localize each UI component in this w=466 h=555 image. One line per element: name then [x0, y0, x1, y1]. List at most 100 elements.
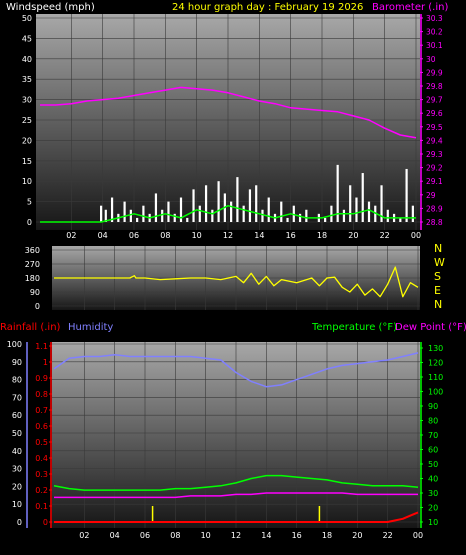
- barometer-axis-label: Barometer (.in): [372, 2, 448, 13]
- barometer-tick-label: 28.8: [426, 218, 443, 227]
- time-tick-label: 14: [261, 531, 271, 540]
- time-tick-label: 00: [411, 231, 421, 240]
- humidity-tick-label: 100: [7, 340, 22, 349]
- humidity-tick-label: 40: [12, 447, 22, 456]
- wind-barometer-panel: 0 5 10 15 20 25 30 35 40 45 50 02 04 06 08 10 12 14 16 18 20…: [6, 2, 448, 240]
- humidity-tick-label: 60: [12, 411, 22, 420]
- temperature-axis-label: Temperature (°F): [311, 322, 397, 333]
- direction-tick-label: 0: [35, 302, 40, 311]
- time-tick-label: 22: [380, 231, 390, 240]
- windspeed-tick-label: 35: [22, 75, 32, 84]
- time-tick-label: 16: [286, 231, 296, 240]
- windspeed-tick-label: 30: [22, 96, 32, 105]
- windspeed-tick-label: 20: [22, 136, 32, 145]
- humidity-temperature-panel: 0 10 20 30 40 50 60 70 80 90 10 00 0.1 0.2 0.3 0.4 0.5 0.…: [0, 322, 466, 540]
- temperature-tick-label: 50: [428, 460, 438, 469]
- time-tick-label: 04: [98, 231, 108, 240]
- temperature-tick-label: 90: [428, 402, 438, 411]
- barometer-tick-label: 29.9: [426, 68, 443, 77]
- temperature-tick-label: 40: [428, 475, 438, 484]
- windspeed-tick-label: 40: [22, 55, 32, 64]
- time-tick-label: 18: [322, 531, 332, 540]
- humidity-tick-label: 30: [12, 465, 22, 474]
- temperature-tick-label: 20: [428, 504, 438, 513]
- time-tick-label: 02: [66, 231, 76, 240]
- time-tick-label: 20: [348, 231, 358, 240]
- rainfall-tick-label: 0.2: [35, 486, 48, 495]
- barometer-tick-label: 30.2: [426, 28, 443, 37]
- humidity-tick-label: 70: [12, 393, 22, 402]
- time-tick-label: 10: [201, 531, 211, 540]
- barometer-tick-label: 29.4: [426, 136, 443, 145]
- barometer-tick-label: 29.2: [426, 164, 443, 173]
- time-tick-label: 18: [317, 231, 327, 240]
- windspeed-tick-label: 50: [22, 14, 32, 23]
- rainfall-tick-label: 0.1: [35, 502, 48, 511]
- time-tick-label: 22: [383, 531, 393, 540]
- compass-label: N: [434, 298, 442, 311]
- windspeed-tick-label: 15: [22, 157, 32, 166]
- compass-label: N: [434, 242, 442, 255]
- windspeed-tick-label: 45: [22, 34, 32, 43]
- humidity-line: [53, 352, 419, 388]
- temperature-line: [53, 474, 419, 491]
- rainfall-tick-label: 1: [43, 358, 48, 367]
- rainfall-tick-label: 0.3: [35, 470, 48, 479]
- windspeed-tick-label: 25: [22, 116, 32, 125]
- windspeed-axis-label: Windspeed (mph): [6, 2, 95, 13]
- dew-point-axis-label: Dew Point (°F): [395, 322, 466, 333]
- time-tick-label: 08: [160, 231, 170, 240]
- temperature-tick-label: 80: [428, 417, 438, 426]
- direction-tick-label: 270: [25, 260, 40, 269]
- direction-tick-label: 180: [25, 274, 40, 283]
- windspeed-tick-label: 5: [27, 198, 32, 207]
- wind-average-line: [40, 204, 416, 223]
- barometer-tick-label: 29.5: [426, 123, 443, 132]
- barometer-tick-label: 30: [426, 55, 436, 64]
- rainfall-tick-label: 0.9: [35, 374, 48, 383]
- temperature-tick-label: 100: [428, 388, 443, 397]
- chart-title: 24 hour graph day : February 19 2026: [172, 2, 363, 13]
- barometer-tick-label: 29.8: [426, 82, 443, 91]
- barometer-tick-label: 28.9: [426, 204, 443, 213]
- time-tick-label: 12: [231, 531, 241, 540]
- temperature-tick-label: 70: [428, 431, 438, 440]
- time-tick-label: 00: [413, 531, 423, 540]
- time-tick-label: 10: [192, 231, 202, 240]
- rainfall-line: [54, 511, 419, 523]
- rainfall-tick-label: 0.7: [35, 406, 48, 415]
- humidity-tick-label: 10: [12, 500, 22, 509]
- rainfall-tick-label: 1.1: [35, 342, 48, 351]
- temperature-tick-label: 60: [428, 446, 438, 455]
- humidity-tick-label: 20: [12, 482, 22, 491]
- humidity-axis-label: Humidity: [68, 322, 113, 333]
- rainfall-tick-label: 0.4: [35, 454, 48, 463]
- rainfall-tick-label: 0.5: [35, 438, 48, 447]
- dew-point-line: [54, 492, 418, 499]
- time-tick-label: 12: [223, 231, 233, 240]
- time-tick-label: 04: [110, 531, 120, 540]
- temperature-tick-label: 120: [428, 359, 443, 368]
- time-tick-label: 20: [352, 531, 362, 540]
- windspeed-tick-label: 10: [22, 177, 32, 186]
- temperature-tick-label: 10: [428, 518, 438, 527]
- direction-tick-label: 90: [30, 288, 40, 297]
- barometer-tick-label: 29.1: [426, 177, 443, 186]
- barometer-line: [40, 86, 417, 139]
- barometer-tick-label: 29.3: [426, 150, 443, 159]
- rainfall-tick-label: 0.8: [35, 390, 48, 399]
- time-tick-label: 06: [129, 231, 139, 240]
- wind-direction-line: [54, 266, 419, 298]
- compass-label: S: [434, 270, 441, 283]
- barometer-tick-label: 29.7: [426, 96, 443, 105]
- rainfall-tick-label: 0.6: [35, 422, 48, 431]
- humidity-tick-label: 0: [17, 518, 22, 527]
- temperature-tick-label: 130: [428, 344, 443, 353]
- humidity-tick-label: 90: [12, 358, 22, 367]
- direction-tick-label: 360: [25, 246, 40, 255]
- compass-label: W: [434, 256, 445, 269]
- windspeed-tick-label: 0: [27, 218, 32, 227]
- barometer-tick-label: 29: [426, 191, 436, 200]
